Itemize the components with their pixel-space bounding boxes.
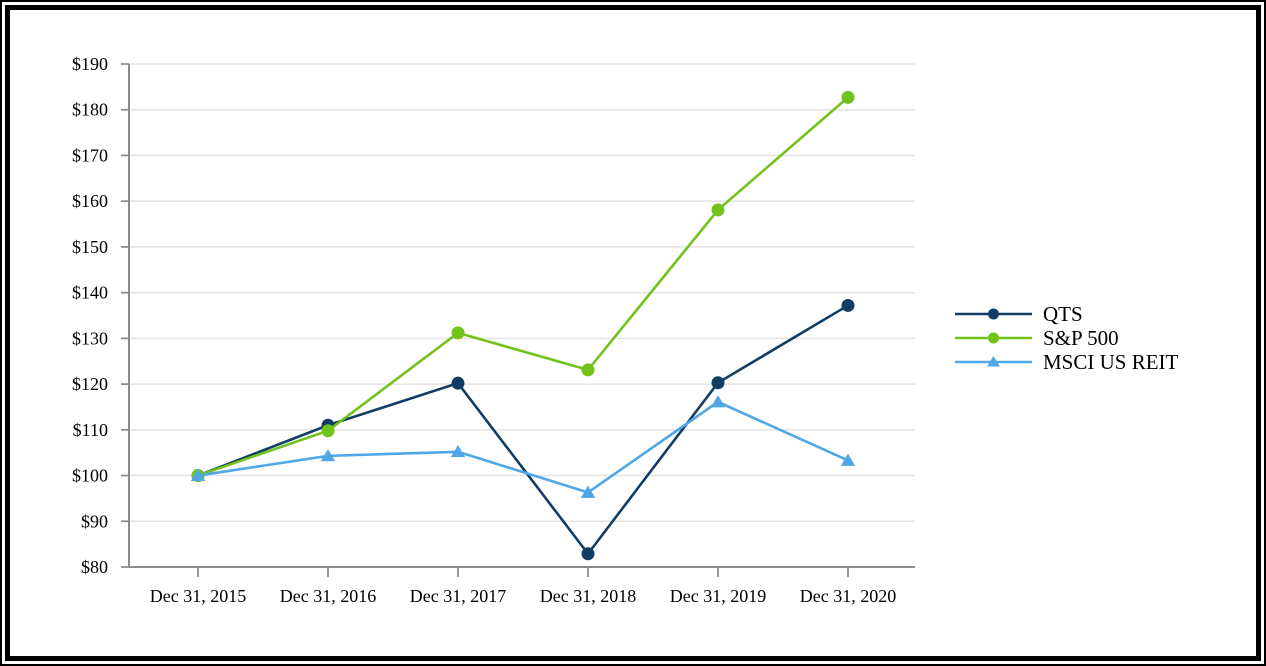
data-point-msci-us-reit — [840, 453, 856, 466]
series-msci-us-reit — [190, 395, 856, 498]
x-axis-tick-label: Dec 31, 2017 — [410, 586, 506, 606]
y-axis-tick-label: $140 — [72, 283, 108, 303]
y-axis-tick-label: $170 — [72, 145, 108, 165]
y-axis-tick-label: $150 — [72, 237, 108, 257]
x-axis-tick-label: Dec 31, 2019 — [670, 586, 766, 606]
x-axis-tick-label: Dec 31, 2020 — [800, 586, 896, 606]
series-line-msci-us-reit — [197, 400, 849, 494]
data-point-s-p-500 — [711, 203, 725, 217]
data-point-qts — [451, 376, 465, 390]
x-axis-tick-label: Dec 31, 2015 — [150, 586, 246, 606]
y-axis-tick-label: $100 — [72, 466, 108, 486]
data-point-qts — [581, 547, 595, 561]
data-point-msci-us-reit — [190, 468, 206, 481]
data-point-msci-us-reit — [710, 395, 726, 408]
y-axis-tick-label: $130 — [72, 328, 108, 348]
x-axis-tick-label: Dec 31, 2016 — [280, 586, 376, 606]
data-point-msci-us-reit — [320, 449, 336, 462]
legend-entry-msci-us-reit: MSCI US REIT — [955, 350, 1179, 374]
x-axis-tick-label: Dec 31, 2018 — [540, 586, 636, 606]
legend-label-msci-us-reit: MSCI US REIT — [1043, 350, 1179, 374]
y-axis-tick-label: $190 — [72, 54, 108, 74]
y-axis-tick-label: $80 — [81, 557, 108, 577]
legend-marker-s-p-500 — [988, 332, 999, 344]
series-line-qts — [197, 304, 849, 556]
y-axis-tick-label: $90 — [81, 511, 108, 531]
y-axis-tick-label: $110 — [73, 420, 108, 440]
legend-entry-qts: QTS — [955, 302, 1083, 326]
legend-entry-s-p-500: S&P 500 — [955, 326, 1119, 350]
legend-label-s-p-500: S&P 500 — [1043, 326, 1119, 350]
y-axis-tick-label: $160 — [72, 191, 108, 211]
data-point-qts — [711, 376, 725, 390]
y-axis-tick-label: $180 — [72, 100, 108, 120]
data-point-msci-us-reit — [450, 444, 466, 458]
data-point-s-p-500 — [451, 326, 465, 340]
data-point-qts — [841, 298, 855, 312]
data-point-s-p-500 — [321, 424, 335, 438]
data-point-msci-us-reit — [580, 485, 596, 498]
series-line-s-p-500 — [197, 96, 849, 477]
data-point-s-p-500 — [841, 90, 855, 104]
y-axis-tick-label: $120 — [72, 374, 108, 394]
data-point-s-p-500 — [581, 363, 595, 377]
legend-marker-qts — [988, 308, 999, 320]
legend-label-qts: QTS — [1043, 302, 1083, 326]
series-s-p-500 — [191, 90, 855, 483]
legend-marker-msci-us-reit — [987, 356, 1000, 367]
